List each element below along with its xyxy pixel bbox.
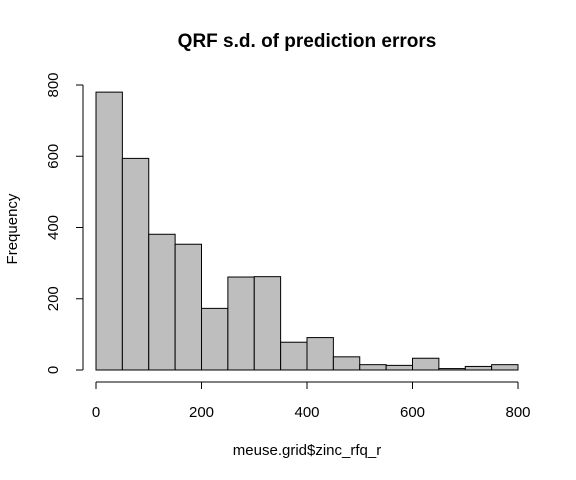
histogram-bar-12 (412, 357, 440, 371)
histogram-bar-10 (359, 364, 387, 371)
x-tick-label-3: 600 (400, 404, 425, 421)
histogram-bar-0 (95, 91, 123, 371)
histogram-bar-2 (148, 233, 176, 371)
x-axis-label: meuse.grid$zinc_rfq_r (233, 442, 381, 459)
histogram-bar-13 (438, 368, 466, 371)
histogram-bar-4 (201, 307, 229, 371)
histogram-bar-3 (174, 243, 202, 371)
histogram-bar-6 (253, 276, 282, 371)
x-tick-label-4: 800 (505, 404, 530, 421)
y-tick-label-1: 200 (45, 286, 62, 311)
histogram-bar-7 (280, 341, 308, 371)
x-axis: 0 200 400 600 800 (92, 381, 531, 421)
y-tick-label-2: 400 (45, 215, 62, 240)
y-tick-label-0: 0 (45, 366, 62, 374)
y-tick-label-4: 800 (45, 72, 62, 97)
y-axis-label: Frequency (4, 193, 21, 264)
x-tick-label-0: 0 (92, 404, 100, 421)
histogram-bar-11 (385, 364, 413, 371)
histogram-bar-14 (464, 365, 493, 371)
chart-title: QRF s.d. of prediction errors (178, 31, 437, 52)
bars-group (95, 91, 519, 371)
histogram-bar-5 (227, 276, 255, 371)
histogram-bar-9 (332, 356, 361, 371)
y-axis: 0 200 400 600 800 (45, 72, 84, 374)
y-tick-label-3: 600 (45, 144, 62, 169)
x-tick-label-1: 200 (189, 404, 214, 421)
histogram-bar-15 (491, 364, 519, 371)
x-tick-label-2: 400 (294, 404, 319, 421)
histogram-bar-8 (306, 337, 334, 371)
histogram-bar-1 (121, 157, 150, 371)
